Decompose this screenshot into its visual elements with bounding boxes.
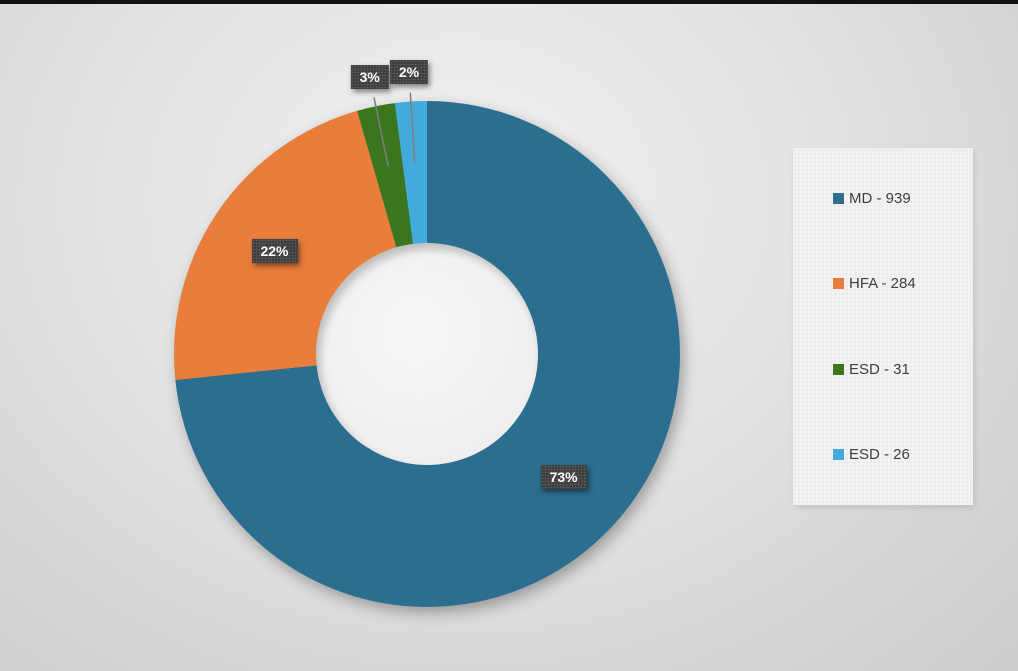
legend-swatch-hfa-icon	[833, 278, 844, 290]
legend-item-hfa[interactable]: HFA - 284	[793, 275, 973, 292]
donut-hole	[316, 243, 538, 465]
legend-label-hfa: HFA - 284	[849, 275, 916, 293]
data-label-esd26[interactable]: 2%	[389, 59, 429, 84]
legend-swatch-md-icon	[833, 193, 844, 205]
screen-top-border	[0, 0, 1018, 4]
legend-label-esd31: ESD - 31	[849, 360, 910, 378]
legend-swatch-esd31-icon	[833, 363, 844, 375]
legend-item-esd31[interactable]: ESD - 31	[793, 361, 973, 378]
data-label-esd31[interactable]: 3%	[350, 64, 389, 89]
legend-swatch-esd26-icon	[833, 448, 844, 460]
legend-label-esd26: ESD - 26	[849, 445, 910, 463]
legend: MD - 939 HFA - 284 ESD - 31 ESD - 26	[793, 148, 973, 505]
legend-item-md[interactable]: MD - 939	[793, 190, 973, 207]
data-label-hfa[interactable]: 22%	[251, 239, 298, 264]
legend-label-md: MD - 939	[849, 190, 911, 208]
legend-item-esd26[interactable]: ESD - 26	[793, 446, 973, 463]
data-label-md[interactable]: 73%	[540, 465, 587, 490]
